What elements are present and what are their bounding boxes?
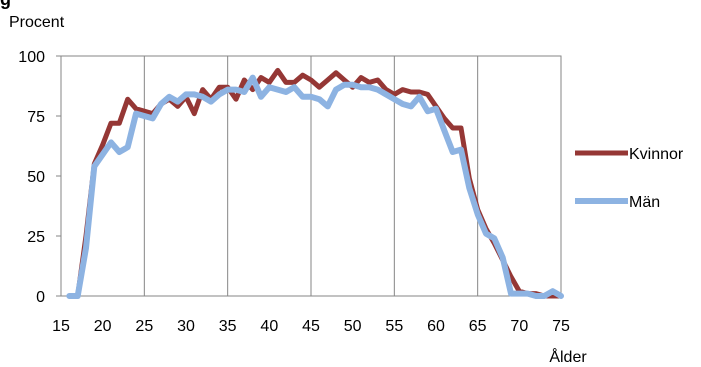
x-tick-label: 30 (177, 318, 195, 335)
chart-title-fragment: g (0, 0, 11, 10)
x-tick-label: 40 (260, 318, 278, 335)
x-axis-title: Ålder (549, 347, 587, 366)
x-tick-label: 20 (94, 318, 112, 335)
series-line-man (66, 74, 564, 299)
x-axis-ticks: 15 20 25 30 35 40 45 50 55 60 65 70 75 (52, 318, 570, 335)
legend: Kvinnor Män (575, 146, 684, 211)
y-axis-title: Procent (9, 14, 65, 31)
y-tick-label: 50 (27, 169, 45, 186)
x-tick-label: 75 (552, 318, 570, 335)
x-tick-label: 35 (219, 318, 237, 335)
x-tick-label: 60 (427, 318, 445, 335)
x-tick-label: 15 (52, 318, 70, 335)
y-axis-ticks: 0 25 50 75 100 (18, 49, 61, 306)
y-tick-label: 0 (36, 289, 45, 306)
legend-label: Kvinnor (629, 146, 684, 163)
x-tick-label: 25 (135, 318, 153, 335)
x-tick-label: 45 (302, 318, 320, 335)
x-tick-label: 50 (344, 318, 362, 335)
legend-label: Män (629, 194, 660, 211)
x-tick-label: 65 (469, 318, 487, 335)
x-tick-label: 70 (510, 318, 528, 335)
x-tick-label: 55 (385, 318, 403, 335)
y-tick-label: 100 (18, 49, 45, 66)
y-tick-label: 75 (27, 109, 45, 126)
series-lines (66, 67, 564, 299)
series-line-kvinnor (66, 67, 564, 299)
y-tick-label: 25 (27, 229, 45, 246)
